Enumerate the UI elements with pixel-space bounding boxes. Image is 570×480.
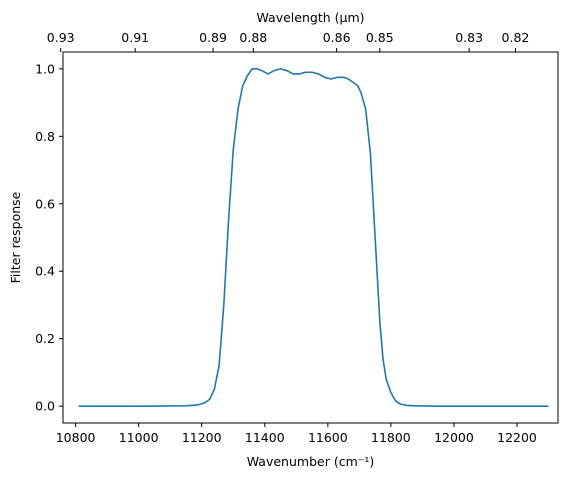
y-tick-label: 0.6 — [35, 196, 55, 211]
top-x-tick-label: 0.85 — [366, 30, 394, 45]
y-tick-label: 0.4 — [35, 264, 55, 279]
top-x-tick-label: 0.82 — [502, 30, 530, 45]
x-tick-label: 10800 — [56, 430, 96, 445]
top-x-tick-label: 0.93 — [47, 30, 75, 45]
x-ticks: 10800 11000 11200 11400 11600 11800 12000 12200 — [56, 423, 537, 445]
x-axis-label: Wavenumber (cm⁻¹) — [247, 454, 374, 469]
x-tick-label: 11600 — [308, 430, 348, 445]
top-x-tick-label: 0.88 — [239, 30, 267, 45]
top-x-tick-label: 0.91 — [121, 30, 149, 45]
x-tick-label: 11200 — [182, 430, 222, 445]
top-x-ticks: 0.93 0.91 0.89 0.88 0.86 0.85 0.83 0.82 — [47, 30, 530, 52]
plot-frame — [62, 51, 559, 424]
y-tick-label: 0.2 — [35, 331, 55, 346]
plot-area — [78, 68, 549, 407]
y-ticks: 0.0 0.2 0.4 0.6 0.8 1.0 — [35, 61, 63, 414]
x-tick-label: 11800 — [371, 430, 411, 445]
top-x-axis-label: Wavelength (μm) — [256, 10, 364, 25]
x-tick-label: 12000 — [434, 430, 474, 445]
y-tick-label: 0.0 — [35, 399, 55, 414]
y-tick-label: 1.0 — [35, 61, 55, 76]
y-axis-label: Filter response — [8, 191, 23, 283]
series-line-0 — [78, 68, 549, 407]
top-x-tick-label: 0.83 — [455, 30, 483, 45]
y-tick-label: 0.8 — [35, 129, 55, 144]
x-tick-label: 12200 — [497, 430, 537, 445]
top-x-tick-label: 0.86 — [323, 30, 351, 45]
x-tick-label: 11000 — [119, 430, 159, 445]
x-tick-label: 11400 — [245, 430, 285, 445]
top-x-tick-label: 0.89 — [199, 30, 227, 45]
